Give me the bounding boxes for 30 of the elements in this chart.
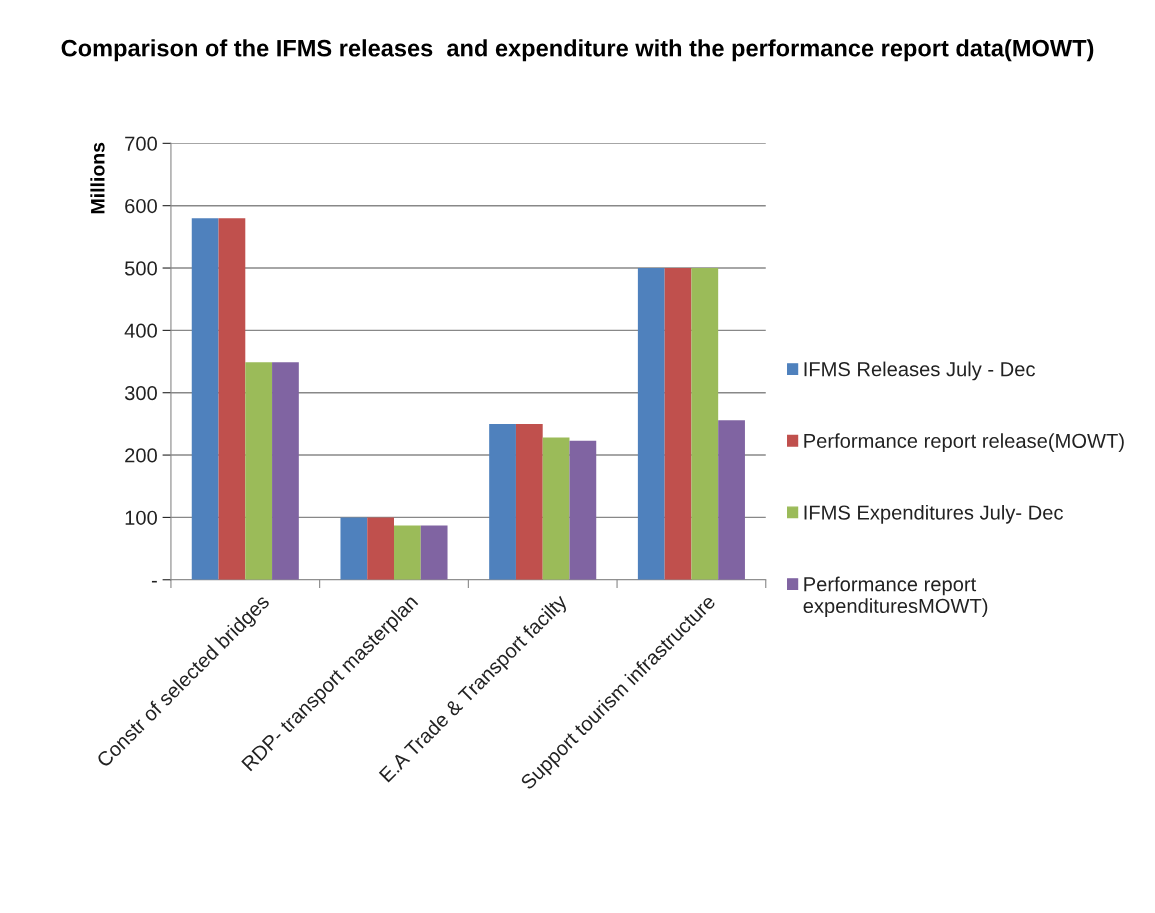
y-tick-label: 400: [124, 323, 157, 338]
bar: [272, 362, 299, 580]
chart-title: Comparison of the IFMS releases and expenditure with the performance report data(MOWT): [61, 39, 1094, 62]
y-tick-label: 500: [124, 261, 157, 276]
bar: [542, 437, 570, 580]
y-tick-label: 200: [125, 448, 157, 463]
y-tick-label: 100: [125, 510, 157, 525]
legend-label: Performance report release(MOWT): [804, 433, 1124, 452]
bar: [394, 525, 421, 580]
y-tick-label: 600: [125, 198, 157, 214]
legend-label: Performance report expendituresMOWT): [803, 576, 988, 618]
bar: [569, 440, 597, 580]
legend-label: IFMS Releases July - Dec: [804, 361, 1035, 381]
legend-label: IFMS Expenditures July- Dec: [804, 504, 1063, 524]
bar: [637, 268, 665, 580]
bar: [367, 517, 394, 580]
bar: [218, 218, 246, 580]
bar: [515, 423, 543, 580]
bar: [420, 525, 448, 580]
y-tick-label: -: [151, 580, 157, 583]
bar: [718, 420, 745, 580]
bar: [191, 218, 219, 580]
bar: [664, 268, 692, 580]
y-tick-label: 300: [124, 385, 157, 401]
y-tick-label: 700: [125, 136, 157, 151]
bar: [245, 362, 273, 580]
bar: [340, 517, 368, 580]
y-axis-title: Millions: [90, 142, 105, 214]
bar: [489, 423, 516, 580]
bar: [691, 268, 719, 580]
